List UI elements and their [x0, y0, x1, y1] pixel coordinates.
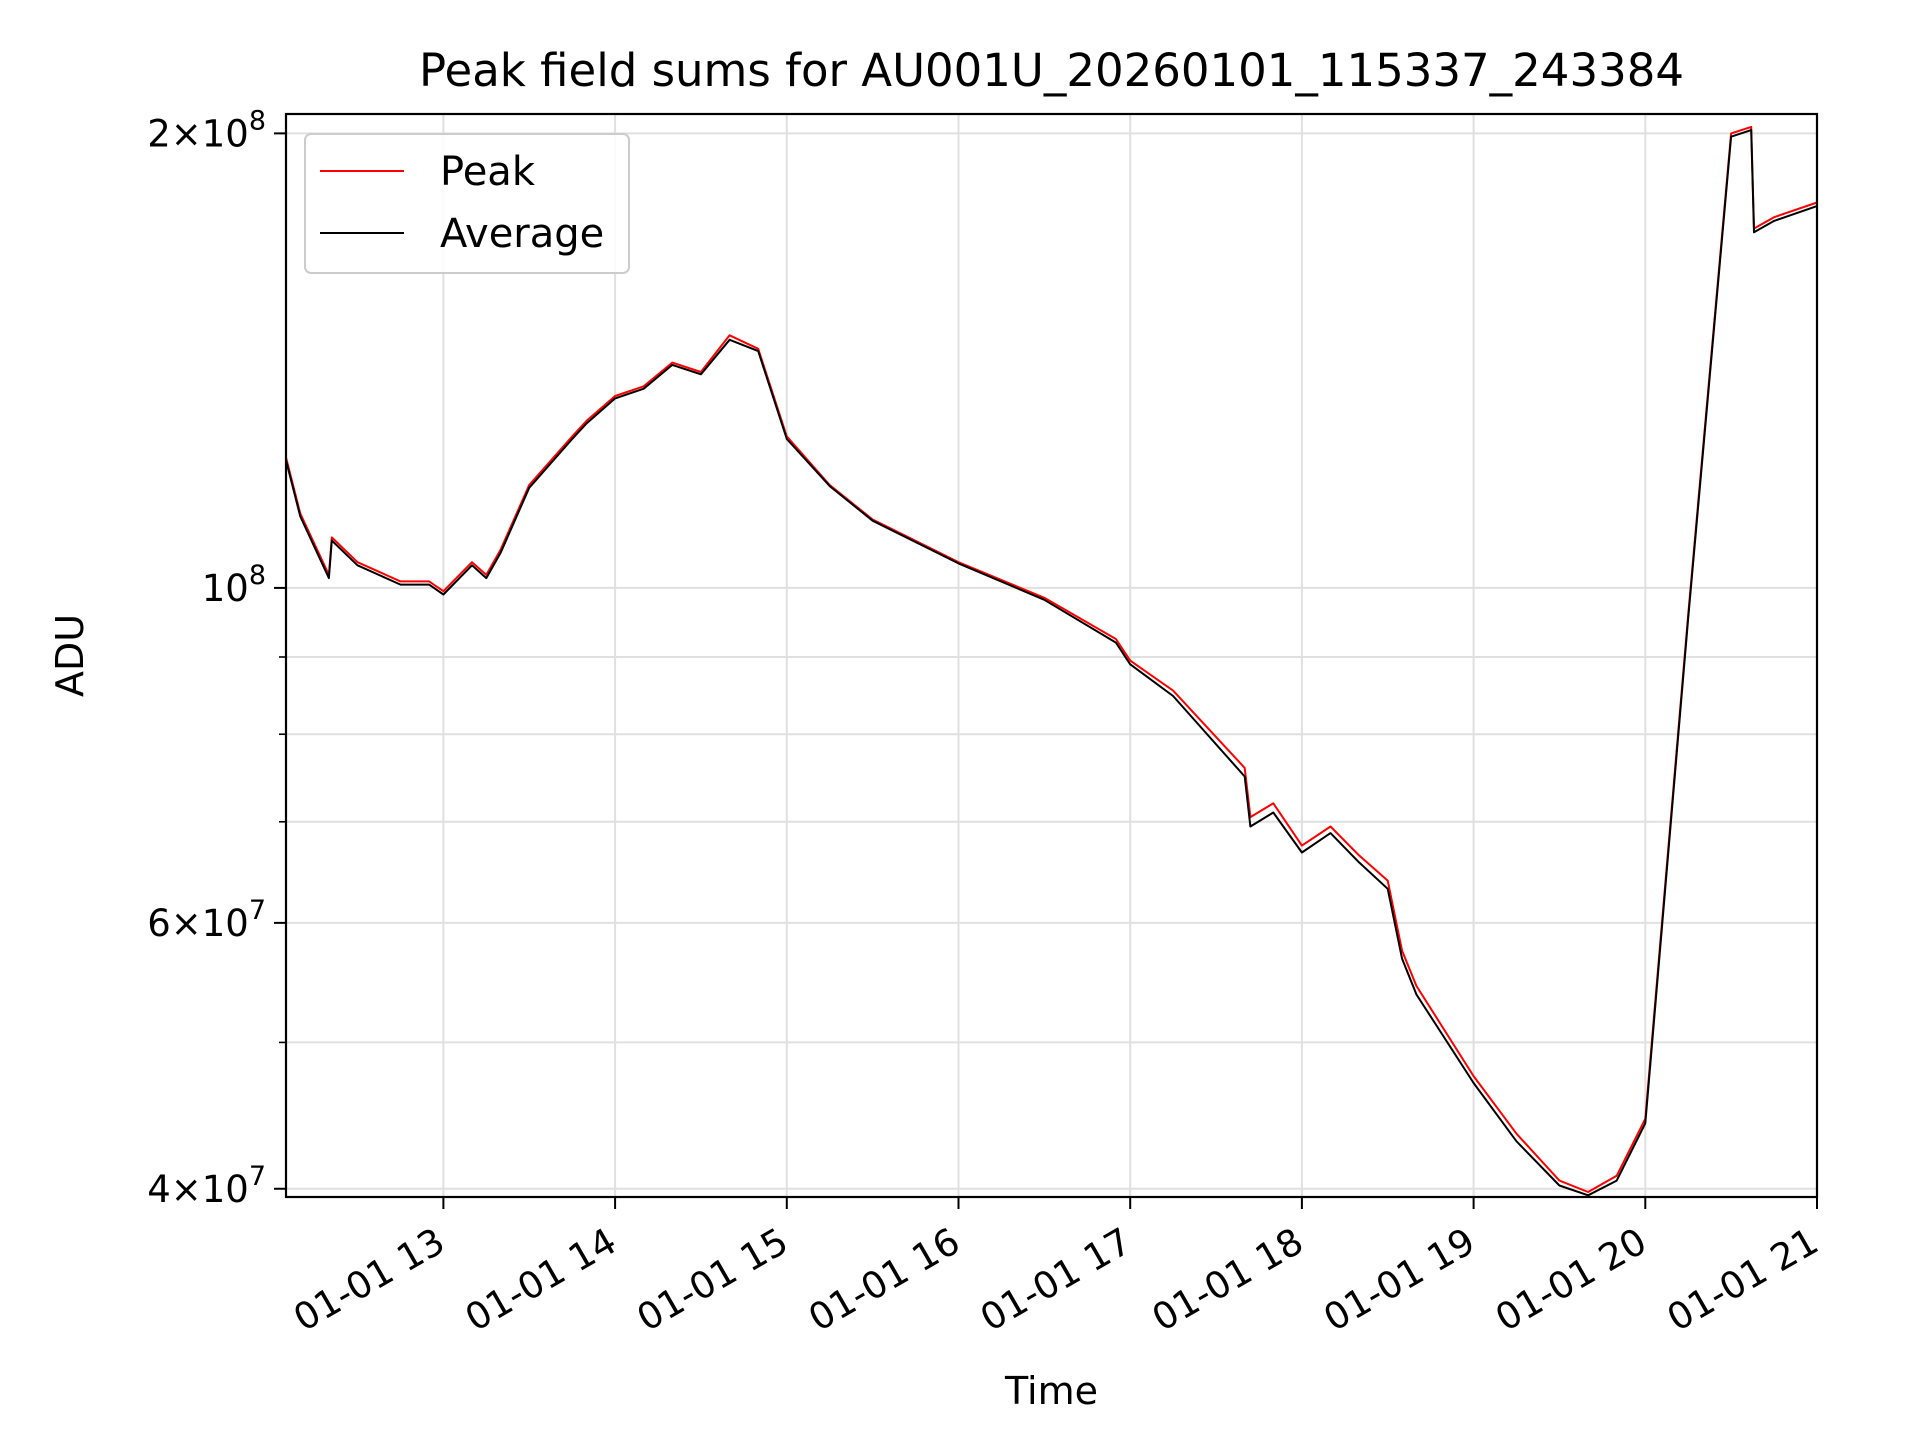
x-axis-label: Time	[1004, 1369, 1098, 1413]
y-tick-label: 6×107	[147, 895, 266, 945]
legend-label: Average	[440, 211, 604, 257]
series-line-average	[285, 129, 1818, 1197]
series-line-peak	[285, 125, 1818, 1193]
plot-area	[285, 125, 1818, 1197]
y-axis-label: ADU	[48, 614, 92, 697]
legend-label: Peak	[440, 149, 536, 195]
plot-frame	[284, 112, 1819, 1199]
y-axis-ticks: 4×107 6×107 108 2×108	[147, 105, 286, 1211]
y-tick-label: 108	[202, 560, 266, 610]
legend-box	[304, 133, 630, 274]
legend: Peak Average	[304, 133, 630, 274]
y-tick-label: 2×108	[147, 105, 266, 155]
chart-title: Peak field sums for AU001U_20260101_1153…	[419, 44, 1684, 97]
y-tick-label: 4×107	[147, 1161, 266, 1211]
